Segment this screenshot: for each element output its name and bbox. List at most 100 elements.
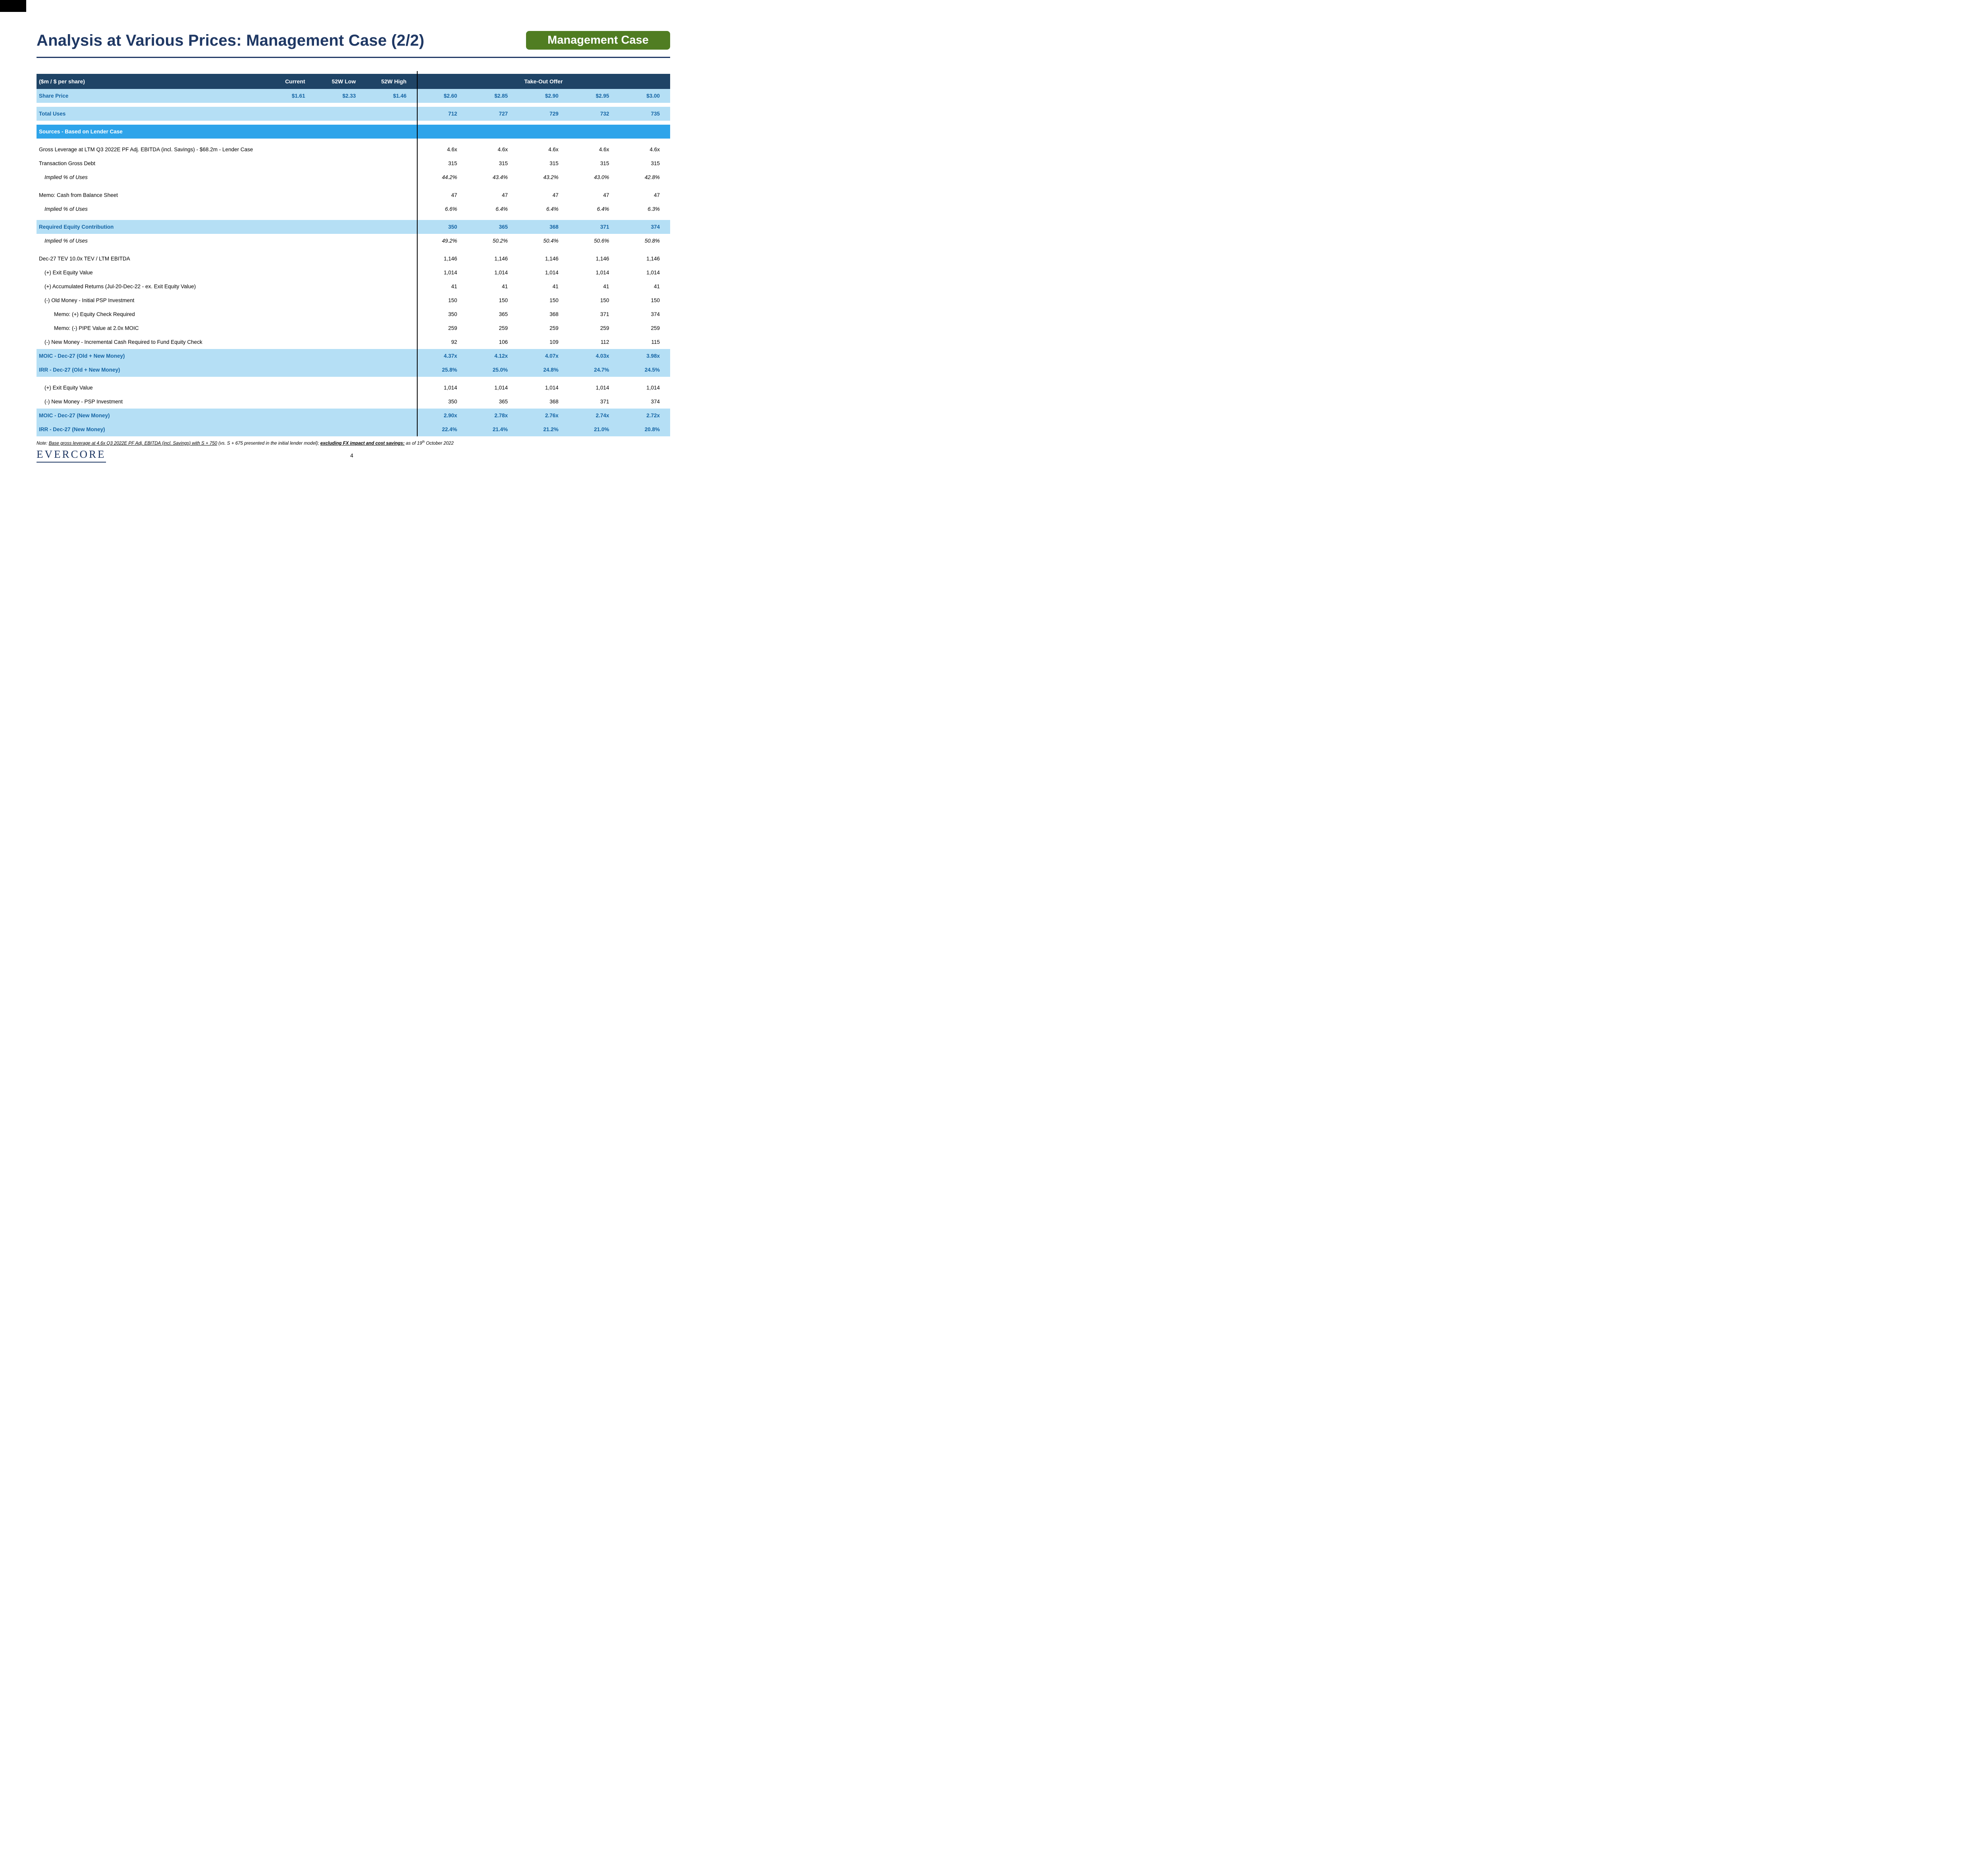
cell-52w-low	[316, 266, 366, 280]
cell-offer-4: 50.6%	[594, 238, 609, 244]
cell-offer-2: 727	[499, 111, 508, 117]
cell-52w-low	[316, 409, 366, 422]
cell-offer-4: 1,014	[596, 270, 609, 276]
cell-52w-low	[316, 395, 366, 409]
cell-52w-low	[316, 188, 366, 202]
cell-current	[265, 266, 316, 280]
cell-current	[265, 188, 316, 202]
row-label: (-) Old Money - Initial PSP Investment	[44, 297, 135, 303]
cell-52w-low	[316, 422, 366, 436]
cell-offer-5: 2.72x	[646, 413, 660, 418]
cell-offer-4: 315	[600, 160, 609, 166]
cell-offer-3: $2.90	[545, 93, 559, 99]
cell-52w-high	[366, 202, 417, 216]
cell-offer-3: 41	[552, 283, 559, 289]
table-row: Implied % of Uses 49.2% 50.2% 50.4% 50.6% 50.…	[37, 234, 670, 248]
row-label: (-) New Money - PSP Investment	[44, 399, 123, 405]
cell-offer-1: 350	[448, 399, 457, 405]
cell-offer-3: 4.07x	[545, 353, 559, 359]
row-label: (+) Exit Equity Value	[44, 270, 93, 276]
cell-offer-1: 44.2%	[442, 174, 457, 180]
row-label: Gross Leverage at LTM Q3 2022E PF Adj. E…	[39, 147, 253, 152]
cell-offer-3: 368	[549, 399, 559, 405]
table-row: (-) Old Money - Initial PSP Investment 15…	[37, 293, 670, 307]
cell-offer-1: 92	[451, 339, 457, 345]
page-number: 4	[350, 453, 353, 459]
cell-offer-3: 109	[549, 339, 559, 345]
cell-offer-3: 368	[549, 224, 559, 230]
cell-offer-5: 735	[651, 111, 660, 117]
cell-offer-3: 6.4%	[546, 206, 559, 212]
cell-current	[265, 381, 316, 395]
footnote-suffix-post: October 2022	[424, 441, 454, 446]
cell-offer-3: 21.2%	[543, 426, 559, 432]
cell-52w-high	[366, 156, 417, 170]
cell-offer-4: 41	[603, 283, 609, 289]
table-row: Implied % of Uses 6.6% 6.4% 6.4% 6.4% 6.3%	[37, 202, 670, 216]
cell-52w-high	[366, 252, 417, 266]
row-label: Dec-27 TEV 10.0x TEV / LTM EBITDA	[39, 256, 130, 262]
cell-52w-low	[316, 170, 366, 184]
slide: Analysis at Various Prices: Management C…	[0, 0, 703, 469]
row-label: Transaction Gross Debt	[39, 160, 96, 166]
cell-offer-3: 368	[549, 311, 559, 317]
cell-offer-4: 24.7%	[594, 367, 609, 373]
cell-offer-1: 315	[448, 160, 457, 166]
cell-current	[265, 293, 316, 307]
cell-current	[265, 363, 316, 377]
cell-52w-low	[316, 349, 366, 363]
cell-52w-low	[316, 335, 366, 349]
table-row: (+) Accumulated Returns (Jul-20-Dec-22 -…	[37, 280, 670, 293]
cell-offer-2: 50.2%	[492, 238, 508, 244]
footnote-superscript: th	[422, 440, 425, 443]
cell-offer-3: 43.2%	[543, 174, 559, 180]
cell-offer-4: 47	[603, 192, 609, 198]
cell-offer-5: 1,014	[646, 270, 660, 276]
cell-offer-4: 6.4%	[597, 206, 609, 212]
cell-52w-low	[316, 321, 366, 335]
cell-offer-4: 259	[600, 325, 609, 331]
cell-offer-1: 41	[451, 283, 457, 289]
cell-offer-4: 1,014	[596, 385, 609, 391]
cell-offer-1: 2.90x	[443, 413, 457, 418]
row-label: Required Equity Contribution	[39, 224, 114, 230]
cell-offer-1: 1,014	[443, 385, 457, 391]
cell-offer-5: 41	[653, 283, 660, 289]
footnote: Note: Base gross leverage at 4.6x Q3 202…	[37, 440, 670, 446]
cell-offer-2: 4.12x	[494, 353, 508, 359]
cell-52w-high	[366, 335, 417, 349]
cell-offer-5: 50.8%	[644, 238, 660, 244]
cell-offer-5: 3.98x	[646, 353, 660, 359]
cell-52w-high	[366, 107, 417, 121]
row-label: IRR - Dec-27 (Old + New Money)	[39, 367, 120, 373]
cell-offer-5: 1,146	[646, 256, 660, 262]
cell-52w-high	[366, 234, 417, 248]
footnote-middle-text: (vs. S + 675 presented in the initial le…	[217, 441, 320, 446]
cell-offer-2: 1,146	[494, 256, 508, 262]
cell-offer-1: 150	[448, 297, 457, 303]
cell-offer-1: 712	[448, 111, 457, 117]
cell-offer-2: 365	[499, 224, 508, 230]
cell-52w-low	[316, 252, 366, 266]
cell-52w-low	[316, 220, 366, 234]
row-label: (-) New Money - Incremental Cash Require…	[44, 339, 202, 345]
cell-offer-4: 2.74x	[596, 413, 609, 418]
cell-offer-3: 315	[549, 160, 559, 166]
cell-offer-3: 729	[549, 111, 559, 117]
cell-offer-1: 47	[451, 192, 457, 198]
cell-offer-2: 365	[499, 311, 508, 317]
table-row: Memo: (+) Equity Check Required 350 365 368…	[37, 307, 670, 321]
cell-offer-3: 1,014	[545, 270, 559, 276]
cell-offer-4: $2.95	[596, 93, 609, 99]
cell-52w-low	[316, 363, 366, 377]
cell-52w-low	[316, 280, 366, 293]
cell-offer-4: 1,146	[596, 256, 609, 262]
cell-52w-low: $2.33	[342, 93, 356, 99]
cell-52w-high	[366, 307, 417, 321]
cell-offer-2: 1,014	[494, 270, 508, 276]
row-label: Implied % of Uses	[44, 206, 88, 212]
cell-52w-high	[366, 220, 417, 234]
page-title: Analysis at Various Prices: Management C…	[37, 31, 424, 49]
cell-current	[265, 156, 316, 170]
row-label: (+) Accumulated Returns (Jul-20-Dec-22 -…	[44, 283, 196, 289]
